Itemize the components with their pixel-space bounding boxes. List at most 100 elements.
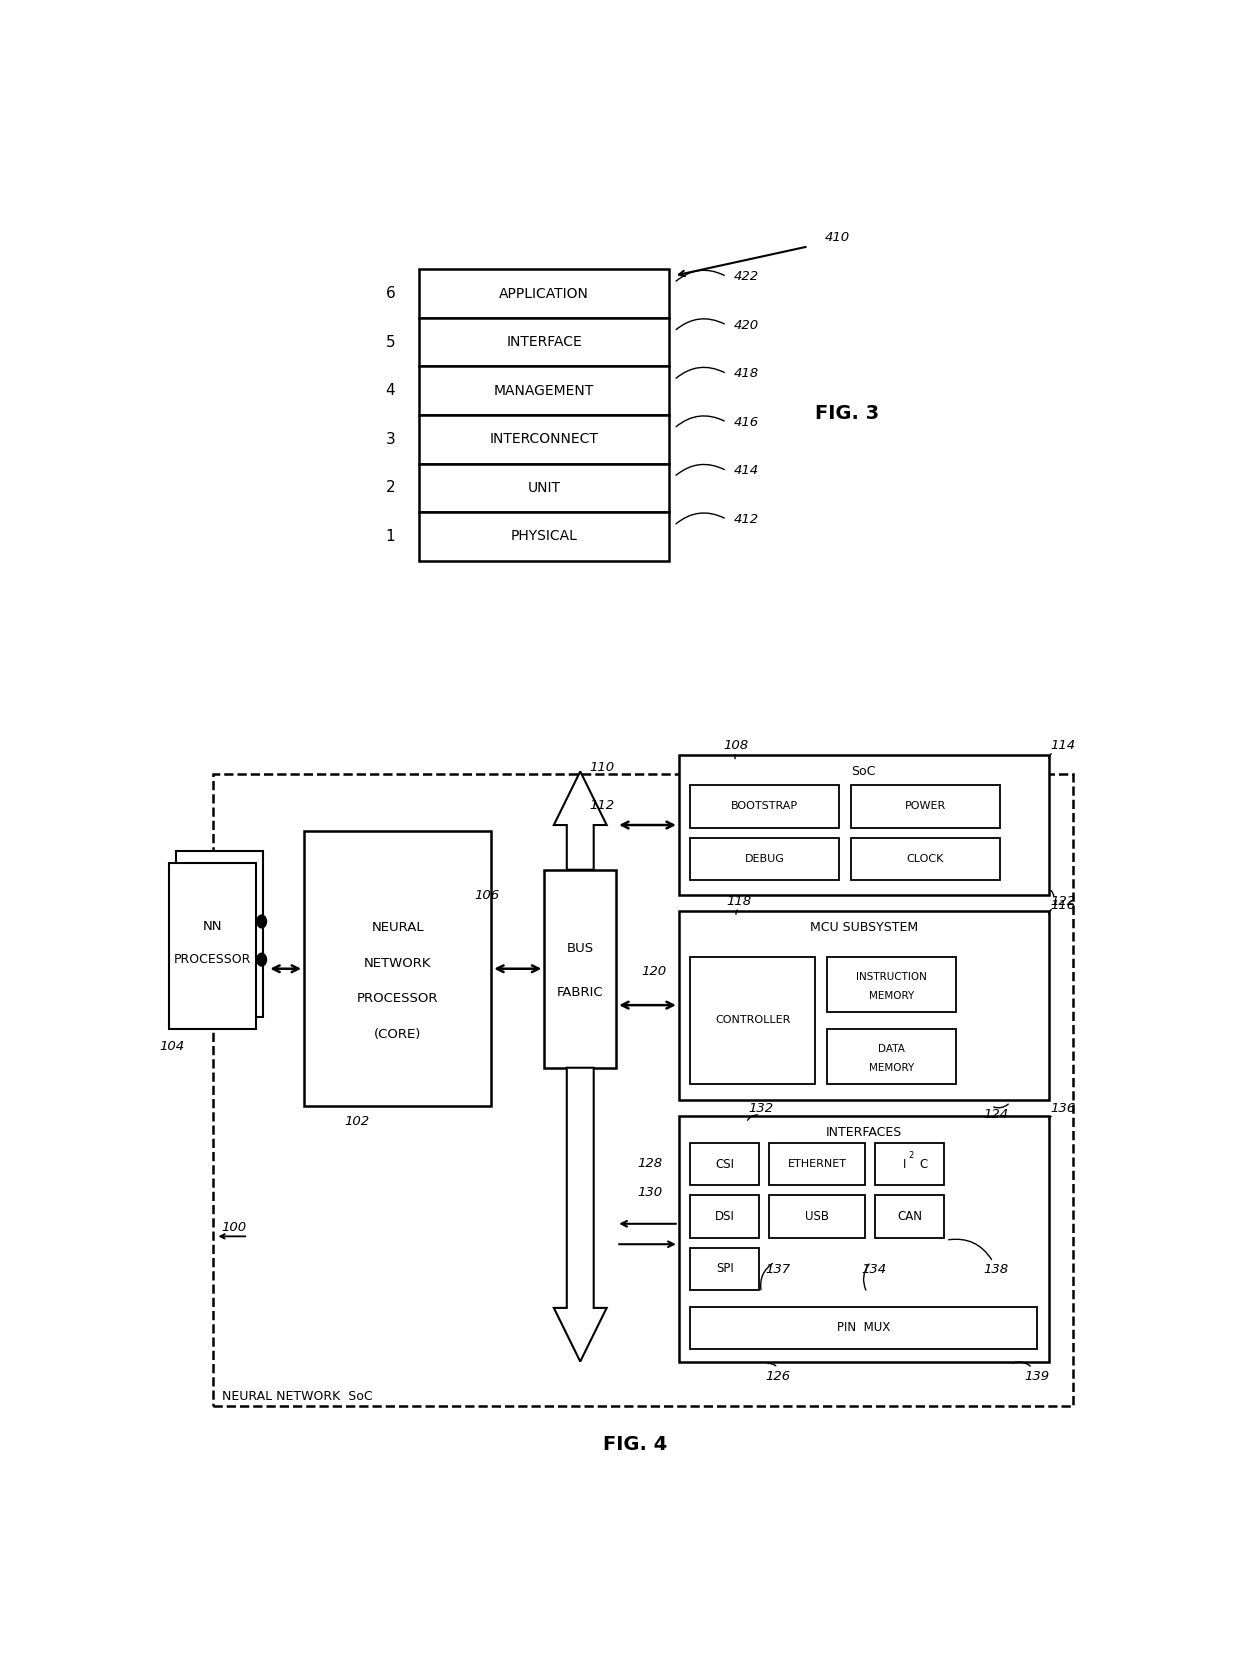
Text: 137: 137: [765, 1262, 790, 1276]
Text: CLOCK: CLOCK: [906, 854, 944, 864]
Text: I: I: [903, 1158, 906, 1171]
Text: CONTROLLER: CONTROLLER: [715, 1015, 790, 1025]
Text: 108: 108: [724, 740, 749, 752]
Bar: [419, 415, 670, 463]
Bar: [691, 838, 839, 879]
Bar: [691, 1248, 759, 1291]
Text: BOOTSTRAP: BOOTSTRAP: [732, 801, 799, 811]
Bar: [419, 367, 670, 415]
Text: 2: 2: [386, 479, 396, 496]
Text: 114: 114: [1050, 740, 1076, 752]
Bar: [769, 1196, 866, 1238]
Text: FABRIC: FABRIC: [557, 985, 604, 999]
Bar: [678, 911, 1049, 1100]
Text: DATA: DATA: [878, 1044, 905, 1053]
Bar: [874, 1143, 944, 1185]
Text: 414: 414: [733, 465, 759, 478]
Bar: [419, 319, 670, 367]
Text: 139: 139: [1024, 1370, 1050, 1384]
Text: 130: 130: [637, 1186, 662, 1199]
Bar: [544, 869, 616, 1068]
Text: 418: 418: [733, 367, 759, 380]
Text: USB: USB: [805, 1209, 830, 1223]
Text: 122: 122: [1050, 896, 1076, 907]
Text: POWER: POWER: [905, 801, 946, 811]
Text: 136: 136: [1050, 1102, 1076, 1115]
Bar: [176, 851, 263, 1017]
Text: 410: 410: [825, 231, 849, 244]
Polygon shape: [554, 771, 606, 869]
Bar: [827, 1029, 956, 1085]
Text: 104: 104: [160, 1040, 185, 1052]
Text: APPLICATION: APPLICATION: [500, 287, 589, 300]
Text: BUS: BUS: [567, 942, 594, 956]
Bar: [851, 785, 999, 828]
Text: INSTRUCTION: INSTRUCTION: [856, 972, 928, 982]
Text: PROCESSOR: PROCESSOR: [357, 992, 439, 1005]
Bar: [678, 1117, 1049, 1362]
Text: MEMORY: MEMORY: [869, 1063, 914, 1073]
Text: SoC: SoC: [852, 765, 875, 778]
Text: INTERFACES: INTERFACES: [826, 1126, 901, 1140]
Text: 138: 138: [983, 1262, 1008, 1276]
Bar: [419, 513, 670, 561]
Text: UNIT: UNIT: [528, 481, 560, 494]
Text: NEURAL: NEURAL: [371, 921, 424, 934]
Text: 412: 412: [733, 513, 759, 526]
Text: CAN: CAN: [897, 1209, 921, 1223]
Polygon shape: [554, 1068, 606, 1362]
Text: 112: 112: [589, 800, 615, 813]
Text: 1: 1: [386, 529, 396, 544]
Bar: [691, 1196, 759, 1238]
Text: 416: 416: [733, 416, 759, 428]
Text: 116: 116: [1050, 899, 1076, 912]
Text: 102: 102: [345, 1115, 370, 1128]
Bar: [874, 1196, 944, 1238]
Text: 106: 106: [474, 889, 500, 902]
Bar: [170, 863, 255, 1029]
Bar: [769, 1143, 866, 1185]
Text: NETWORK: NETWORK: [363, 957, 432, 971]
Text: INTERCONNECT: INTERCONNECT: [490, 433, 599, 446]
Circle shape: [257, 916, 267, 927]
Text: FIG. 4: FIG. 4: [604, 1435, 667, 1453]
Text: PIN  MUX: PIN MUX: [837, 1321, 890, 1334]
Text: CSI: CSI: [715, 1158, 734, 1171]
Text: MANAGEMENT: MANAGEMENT: [494, 383, 594, 398]
Text: ETHERNET: ETHERNET: [787, 1160, 847, 1170]
Text: 3: 3: [386, 431, 396, 446]
Bar: [691, 957, 815, 1085]
Text: 126: 126: [765, 1370, 790, 1384]
Bar: [691, 1143, 759, 1185]
Bar: [851, 838, 999, 879]
Bar: [419, 269, 670, 319]
Text: C: C: [919, 1158, 928, 1171]
Text: 120: 120: [641, 966, 666, 979]
Bar: [691, 785, 839, 828]
Text: 132: 132: [748, 1102, 773, 1115]
Text: NN: NN: [203, 921, 222, 932]
Bar: [304, 831, 491, 1107]
Text: 420: 420: [733, 319, 759, 332]
Text: FIG. 3: FIG. 3: [815, 405, 879, 423]
Text: INTERFACE: INTERFACE: [506, 335, 582, 348]
Text: 124: 124: [983, 1108, 1008, 1121]
Circle shape: [257, 954, 267, 966]
Bar: [419, 463, 670, 513]
Text: 422: 422: [733, 270, 759, 284]
Text: PHYSICAL: PHYSICAL: [511, 529, 578, 542]
Text: 100: 100: [221, 1221, 247, 1234]
Bar: [691, 1307, 1037, 1349]
Text: 134: 134: [862, 1262, 887, 1276]
Bar: [678, 755, 1049, 896]
Text: 128: 128: [637, 1156, 662, 1170]
Text: MEMORY: MEMORY: [869, 990, 914, 1000]
Text: NEURAL NETWORK  SoC: NEURAL NETWORK SoC: [222, 1390, 373, 1402]
Text: 110: 110: [589, 761, 615, 775]
Bar: [213, 773, 1073, 1407]
Text: DSI: DSI: [715, 1209, 735, 1223]
Text: 6: 6: [386, 285, 396, 302]
Text: DEBUG: DEBUG: [745, 854, 785, 864]
Text: 118: 118: [727, 896, 751, 907]
Text: 4: 4: [386, 383, 396, 398]
